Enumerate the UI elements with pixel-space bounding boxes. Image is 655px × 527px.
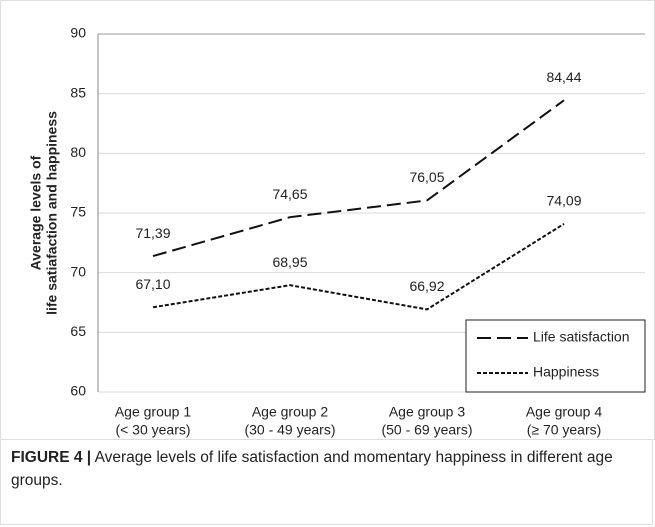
data-label: 76,05 (409, 169, 444, 185)
legend (465, 319, 646, 393)
line (152, 223, 565, 311)
data-label: 84,44 (546, 69, 581, 85)
x-tick-label: Age group 1 (115, 404, 191, 420)
y-tick-label: 60 (70, 383, 86, 399)
x-tick-label: Age group 2 (252, 404, 328, 420)
caption: FIGURE 4 | Average levels of life satisf… (0, 440, 653, 525)
y-tick-label: 65 (70, 323, 86, 339)
x-tick-label: Age group 4 (526, 404, 602, 420)
legend-label: Life satisfaction (533, 329, 630, 345)
y-tick-label: 75 (70, 204, 86, 220)
data-label: 68,95 (272, 254, 307, 270)
y-tick-label: 80 (70, 144, 86, 160)
data-label: 67,10 (135, 276, 170, 292)
legend-label: Happiness (533, 364, 599, 380)
line (152, 99, 565, 258)
data-label: 74,65 (272, 186, 307, 202)
x-tick-label: (≥ 70 years) (527, 422, 602, 438)
y-axis-label: Average levels of (28, 155, 44, 270)
x-tick-label: Age group 3 (389, 404, 465, 420)
chart: 60 65 70 75 80 85 90 Average levels of life sati… (0, 0, 655, 440)
data-label: 74,09 (546, 193, 581, 209)
y-tick-label: 85 (70, 84, 86, 100)
data-label: 66,92 (409, 278, 444, 294)
caption-text: Average levels of life satisfaction and … (11, 449, 613, 489)
x-tick-label: (30 - 49 years) (244, 422, 335, 438)
y-axis-label: life satiafaction and happiness (44, 111, 60, 315)
y-tick-label: 90 (70, 25, 86, 41)
x-tick-label: (50 - 69 years) (381, 422, 472, 438)
x-tick-label: (< 30 years) (115, 422, 190, 438)
y-tick-label: 70 (70, 263, 86, 279)
caption-label: FIGURE 4 | (11, 449, 92, 466)
data-label: 71,39 (135, 225, 170, 241)
